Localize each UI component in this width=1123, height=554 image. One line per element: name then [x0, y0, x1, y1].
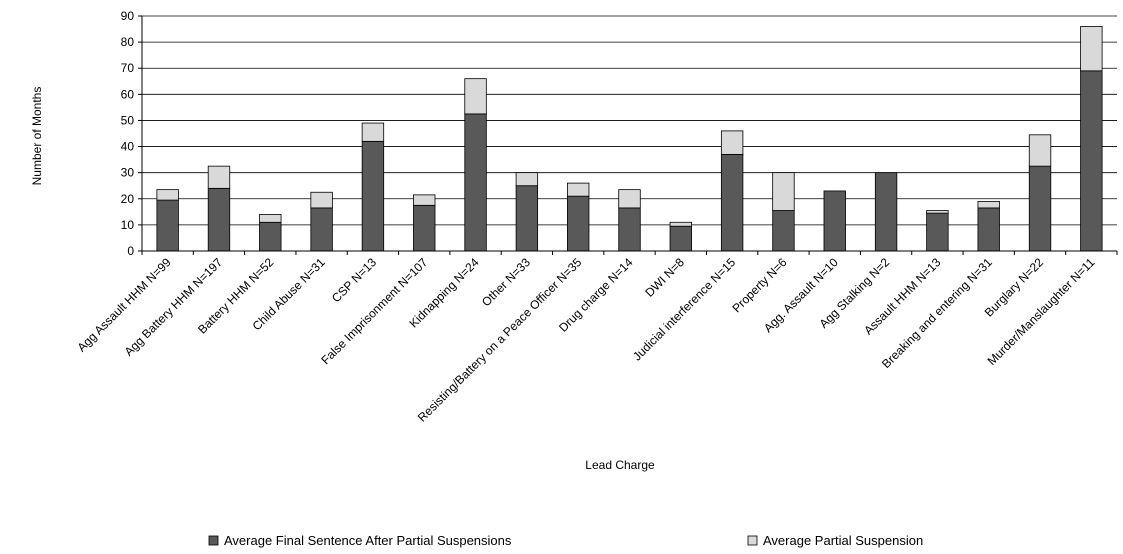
bar-final-sentence: [310, 207, 333, 252]
bar-final-sentence: [567, 195, 590, 252]
x-tick-label: CSP N=13: [329, 255, 379, 305]
y-tick-label: 90: [121, 9, 135, 23]
bar-final-sentence: [413, 204, 436, 252]
x-tick-label: Breaking and entering N=31: [879, 255, 995, 371]
bar-partial-suspension: [259, 214, 282, 223]
bar-partial-suspension: [310, 191, 333, 209]
legend: Average Final Sentence After Partial Sus…: [208, 533, 923, 548]
bar-final-sentence: [669, 225, 692, 252]
bar-partial-suspension: [720, 130, 744, 155]
bar-final-sentence: [977, 207, 1000, 252]
y-tick-label: 60: [121, 87, 135, 101]
bar-partial-suspension: [772, 172, 795, 211]
y-axis-ticks: 0 10 20 30 40 50 60 70 80 90: [121, 9, 142, 258]
bar-final-sentence: [1028, 165, 1052, 252]
bar-final-sentence: [720, 153, 744, 252]
x-tick-label: Agg Battery HHM N=197: [122, 255, 226, 359]
y-axis-title: Number of Months: [30, 87, 44, 186]
y-tick-label: 30: [121, 166, 135, 180]
bar-final-sentence: [464, 113, 487, 252]
bar-partial-suspension: [567, 182, 590, 197]
bar-final-sentence: [515, 185, 539, 252]
x-tick-label: Agg Assault HHM N=99: [74, 255, 174, 355]
bar-partial-suspension: [977, 200, 1000, 209]
bar-final-sentence: [823, 190, 846, 252]
x-tick-label: Other N=33: [479, 255, 533, 309]
y-tick-label: 50: [121, 113, 135, 127]
y-tick-label: 70: [121, 61, 135, 75]
bar-partial-suspension: [413, 194, 436, 206]
bar-partial-suspension: [618, 189, 641, 209]
legend-label-final-sentence: Average Final Sentence After Partial Sus…: [224, 533, 512, 548]
gridlines: [142, 15, 1117, 226]
y-tick-label: 20: [121, 192, 135, 206]
y-tick-label: 40: [121, 140, 135, 154]
bar-partial-suspension: [1028, 134, 1052, 167]
legend-label-partial-suspension: Average Partial Suspension: [763, 533, 923, 548]
bar-partial-suspension: [156, 189, 179, 201]
x-tick-label: False Imprisonment N=107: [318, 255, 430, 367]
bar-final-sentence: [361, 140, 385, 252]
y-tick-label: 80: [121, 35, 135, 49]
y-tick-label: 10: [121, 218, 135, 232]
bars: [156, 26, 1103, 252]
bar-partial-suspension: [207, 165, 231, 189]
bar-partial-suspension: [669, 221, 692, 227]
x-axis-title: Lead Charge: [585, 458, 655, 472]
bar-final-sentence: [1080, 70, 1103, 252]
bar-partial-suspension: [515, 172, 539, 187]
bar-final-sentence: [259, 221, 282, 252]
y-tick-label: 0: [127, 244, 134, 258]
bar-partial-suspension: [464, 78, 487, 115]
bar-partial-suspension: [1080, 26, 1103, 72]
x-tick-label: Murder/Manslaughter N=11: [985, 255, 1098, 368]
bar-final-sentence: [772, 210, 795, 252]
bar-final-sentence: [156, 199, 179, 252]
bar-final-sentence: [926, 212, 949, 252]
legend-swatch-final-sentence: [208, 535, 219, 546]
bar-partial-suspension: [926, 210, 949, 214]
legend-swatch-partial-suspension: [747, 535, 758, 546]
x-tick-label: DWI N=8: [642, 255, 687, 300]
x-tick-label: Judicial interference N=15: [630, 255, 738, 363]
bar-final-sentence: [618, 207, 641, 252]
bar-final-sentence: [874, 172, 898, 252]
bar-partial-suspension: [361, 122, 385, 142]
bar-final-sentence: [207, 187, 231, 252]
